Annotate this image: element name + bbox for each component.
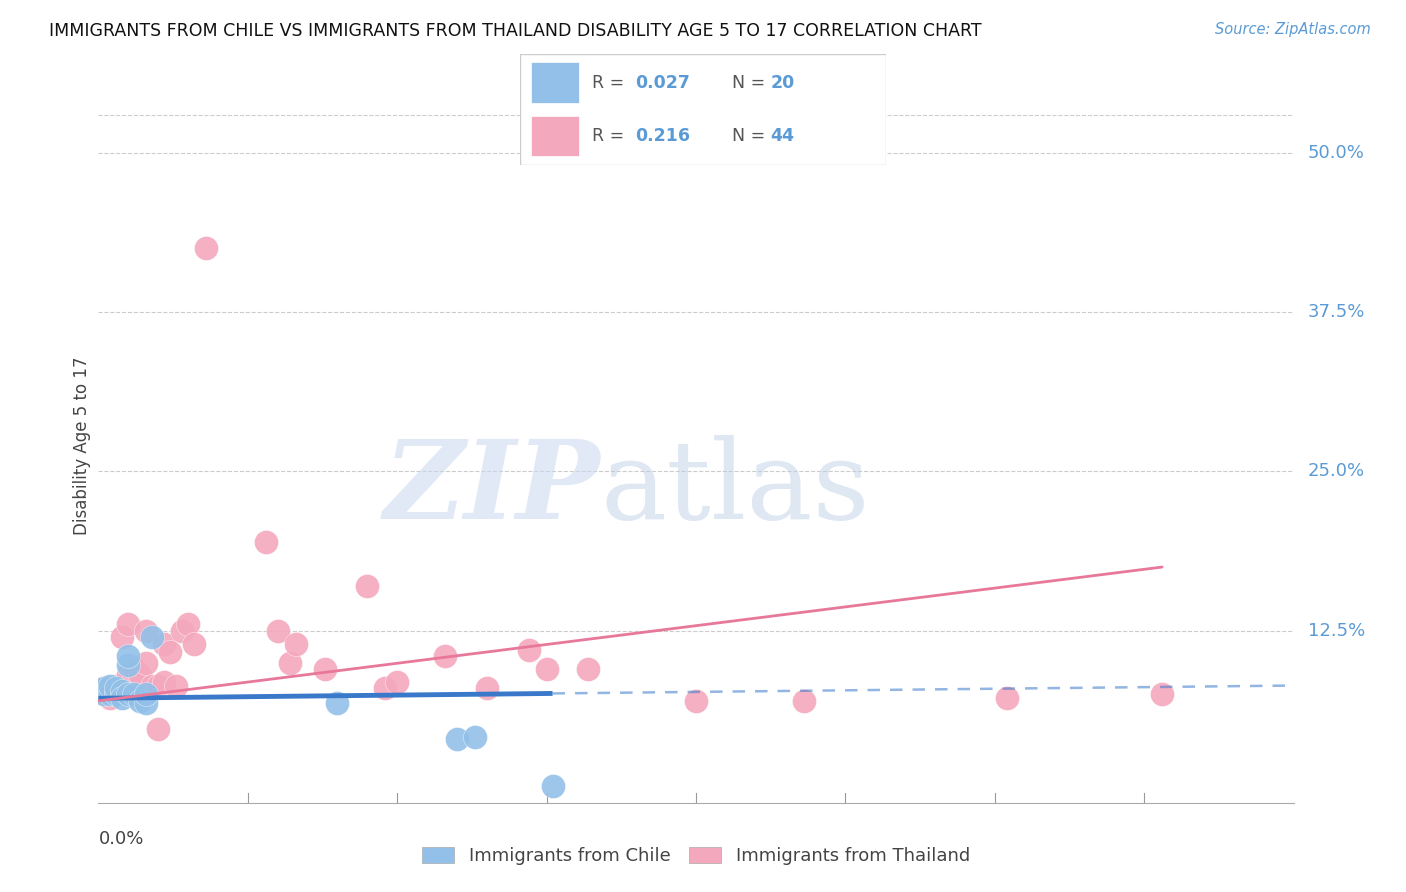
Text: 50.0%: 50.0% xyxy=(1308,144,1365,162)
Point xyxy=(356,579,378,593)
Point xyxy=(685,694,707,708)
Point xyxy=(117,658,139,673)
Point xyxy=(111,630,134,644)
Text: ZIP: ZIP xyxy=(384,435,600,542)
Point xyxy=(153,636,176,650)
Point xyxy=(105,679,128,693)
Point xyxy=(111,691,134,706)
Text: N =: N = xyxy=(733,127,770,145)
Text: IMMIGRANTS FROM CHILE VS IMMIGRANTS FROM THAILAND DISABILITY AGE 5 TO 17 CORRELA: IMMIGRANTS FROM CHILE VS IMMIGRANTS FROM… xyxy=(49,22,981,40)
Point xyxy=(135,656,157,670)
Point xyxy=(278,656,301,670)
Point xyxy=(105,681,128,695)
Point xyxy=(475,681,498,695)
Point xyxy=(124,662,146,676)
Point xyxy=(578,662,600,676)
Point xyxy=(284,636,307,650)
Point xyxy=(165,679,187,693)
Point xyxy=(98,679,122,693)
Point xyxy=(117,617,139,632)
Point xyxy=(536,662,558,676)
Point xyxy=(93,688,115,702)
Text: 44: 44 xyxy=(770,127,794,145)
Point xyxy=(124,668,146,682)
Point xyxy=(541,779,564,793)
Point xyxy=(117,649,139,664)
Point xyxy=(517,643,540,657)
Point xyxy=(374,681,396,695)
FancyBboxPatch shape xyxy=(531,62,579,103)
Point xyxy=(111,679,134,693)
Point xyxy=(98,691,122,706)
Point xyxy=(315,662,337,676)
Point xyxy=(148,722,170,736)
Point xyxy=(793,694,815,708)
Y-axis label: Disability Age 5 to 17: Disability Age 5 to 17 xyxy=(73,357,91,535)
Point xyxy=(434,649,457,664)
Text: 25.0%: 25.0% xyxy=(1308,462,1365,481)
Point xyxy=(129,679,152,693)
Point xyxy=(446,732,468,747)
Point xyxy=(464,730,486,744)
Point xyxy=(135,697,157,711)
Point xyxy=(135,688,157,702)
Point xyxy=(153,674,176,689)
Point xyxy=(124,688,146,702)
Text: R =: R = xyxy=(592,73,630,92)
Point xyxy=(995,691,1018,706)
Text: 20: 20 xyxy=(770,73,794,92)
Point xyxy=(254,534,277,549)
Point xyxy=(105,688,128,702)
Point xyxy=(93,681,115,695)
Point xyxy=(93,688,115,702)
Text: 0.0%: 0.0% xyxy=(98,830,143,848)
Point xyxy=(111,683,134,698)
FancyBboxPatch shape xyxy=(531,116,579,156)
Point xyxy=(177,617,200,632)
Point xyxy=(117,668,139,682)
Point xyxy=(93,681,115,695)
Text: atlas: atlas xyxy=(600,435,870,542)
Point xyxy=(129,668,152,682)
Point xyxy=(105,688,128,702)
Point xyxy=(148,679,170,693)
Point xyxy=(183,636,205,650)
Text: 37.5%: 37.5% xyxy=(1308,303,1365,321)
Point xyxy=(141,630,163,644)
FancyBboxPatch shape xyxy=(520,54,886,165)
Point xyxy=(98,688,122,702)
Text: Source: ZipAtlas.com: Source: ZipAtlas.com xyxy=(1215,22,1371,37)
Point xyxy=(194,242,218,256)
Point xyxy=(135,624,157,638)
Point xyxy=(267,624,290,638)
Text: R =: R = xyxy=(592,127,630,145)
Point xyxy=(98,681,122,695)
Point xyxy=(117,688,139,702)
Text: N =: N = xyxy=(733,73,770,92)
Point xyxy=(326,697,349,711)
Point xyxy=(141,679,163,693)
Point xyxy=(1150,688,1173,702)
Point xyxy=(172,624,194,638)
Point xyxy=(159,645,181,659)
Point xyxy=(385,674,409,689)
Text: 0.216: 0.216 xyxy=(636,127,690,145)
Point xyxy=(129,694,152,708)
Legend: Immigrants from Chile, Immigrants from Thailand: Immigrants from Chile, Immigrants from T… xyxy=(415,839,977,872)
Text: 0.027: 0.027 xyxy=(636,73,690,92)
Text: 12.5%: 12.5% xyxy=(1308,622,1365,640)
